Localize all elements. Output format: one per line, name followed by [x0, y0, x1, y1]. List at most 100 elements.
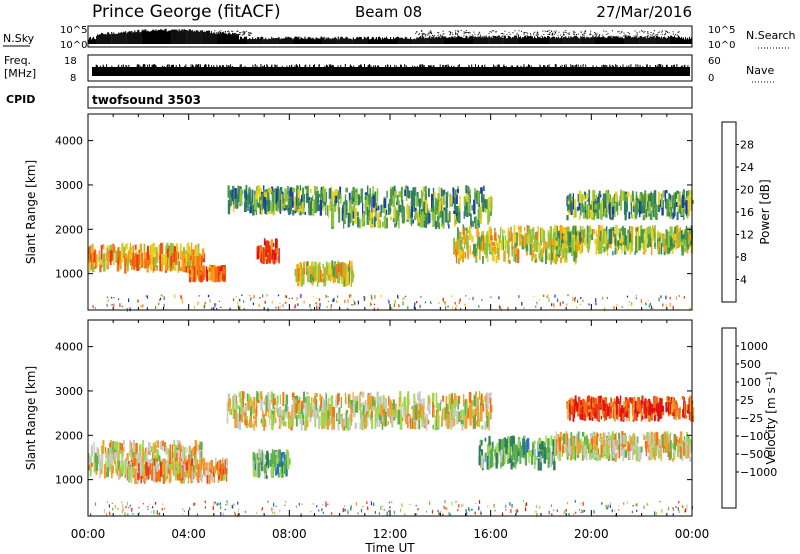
nsky-mark: [509, 36, 511, 44]
power-echo-mark: [627, 191, 630, 198]
power-scatter-mark: [468, 298, 470, 300]
nave-mark: [219, 65, 220, 69]
power-echo-mark: [270, 246, 273, 256]
velocity-echo-mark: [314, 399, 318, 412]
velocity-echo-mark: [119, 442, 121, 454]
nsky-mark: [237, 35, 239, 44]
velocity-echo-mark: [147, 448, 151, 455]
power-echo-mark: [683, 207, 685, 221]
power-scatter-mark: [451, 295, 453, 298]
nsky-mark: [486, 37, 488, 44]
power-echo-mark: [150, 257, 153, 271]
power-echo-mark: [678, 191, 681, 202]
power-echo-mark: [614, 191, 618, 202]
nave-mark: [126, 65, 128, 69]
power-echo-mark: [534, 234, 536, 252]
power-echo-mark: [668, 211, 671, 217]
power-echo-mark: [572, 226, 575, 235]
power-echo-mark: [462, 248, 464, 263]
power-echo-mark: [564, 243, 567, 248]
power-echo-mark: [486, 199, 489, 206]
power-scatter-mark: [650, 305, 652, 310]
nsky-mark: [669, 35, 671, 44]
nsearch-mark: [621, 31, 623, 33]
velocity-echo-mark: [203, 462, 205, 475]
velocity-echo-mark: [526, 439, 529, 453]
power-echo-mark: [458, 248, 461, 261]
power-echo-mark: [113, 246, 116, 253]
velocity-echo-mark: [323, 416, 326, 429]
power-echo-mark: [173, 246, 177, 263]
power-echo-mark: [320, 278, 324, 283]
velocity-echo-mark: [301, 400, 304, 410]
power-echo-mark: [586, 241, 588, 249]
velocity-echo-mark: [163, 442, 166, 452]
velocity-echo-mark: [126, 459, 129, 468]
nsearch-mark: [572, 33, 574, 35]
nsearch-mark: [473, 31, 475, 33]
nsearch-mark: [543, 34, 545, 36]
power-echo-mark: [586, 225, 589, 237]
nsky-mark: [132, 32, 134, 44]
nsky-mark: [435, 37, 437, 44]
nsky-mark: [275, 38, 277, 44]
velocity-echo-mark: [306, 420, 309, 428]
power-echo-mark: [314, 261, 317, 273]
nsky-mark: [683, 39, 685, 44]
power-echo-mark: [330, 268, 333, 280]
power-echo-mark: [523, 235, 526, 247]
nave-mark: [601, 65, 603, 69]
power-echo-mark: [574, 198, 576, 214]
velocity-echo-mark: [486, 443, 489, 456]
nsky-mark: [184, 29, 186, 44]
nsearch-mark: [617, 35, 619, 37]
nsky-mark: [429, 35, 431, 44]
nsearch-mark: [672, 31, 674, 33]
velocity-echo-mark: [239, 407, 241, 422]
nave-mark: [504, 66, 506, 69]
nsearch-mark: [584, 30, 586, 32]
nsky-mark: [181, 29, 183, 44]
nave-mark: [649, 65, 651, 69]
power-echo-mark: [685, 200, 688, 214]
power-scatter-mark: [445, 306, 447, 310]
velocity-echo-mark: [253, 463, 256, 476]
velocity-echo-mark: [107, 448, 109, 459]
velocity-echo-mark: [252, 408, 254, 415]
power-echo-mark: [239, 188, 243, 206]
power-echo-mark: [117, 253, 120, 265]
power-echo-mark: [100, 245, 103, 260]
velocity-echo-mark: [486, 392, 489, 410]
nsky-mark: [520, 38, 522, 44]
power-echo-mark: [567, 204, 570, 210]
velocity-echo-mark: [399, 413, 403, 430]
velocity-echo-mark: [320, 396, 323, 408]
power-scatter-mark: [539, 299, 541, 301]
velocity-echo-mark: [555, 431, 557, 447]
nsearch-mark: [240, 32, 242, 34]
nsky-mark: [370, 38, 372, 44]
velocity-echo-mark: [539, 443, 542, 450]
nsky-mark: [500, 36, 502, 44]
power-echo-mark: [557, 246, 560, 251]
power-echo-mark: [348, 219, 351, 227]
power-echo-mark: [604, 231, 607, 246]
power-echo-mark: [264, 197, 267, 214]
power-echo-mark: [400, 187, 403, 203]
power-scatter-mark: [92, 305, 94, 309]
nsky-mark: [418, 37, 420, 44]
nsky-mark: [198, 32, 200, 44]
velocity-echo-mark: [387, 420, 389, 426]
velocity-echo-mark: [446, 414, 450, 429]
velocity-echo-mark: [557, 434, 560, 447]
power-scatter-mark: [416, 301, 418, 304]
power-echo-mark: [669, 226, 672, 234]
velocity-echo-mark: [183, 476, 185, 483]
power-echo-mark: [160, 258, 163, 272]
power-echo-mark: [568, 196, 571, 202]
nsky-mark: [191, 29, 193, 44]
power-echo-mark: [641, 195, 645, 211]
nsky-mark: [90, 36, 92, 44]
velocity-echo-mark: [299, 404, 302, 414]
velocity-echo-mark: [230, 408, 233, 416]
